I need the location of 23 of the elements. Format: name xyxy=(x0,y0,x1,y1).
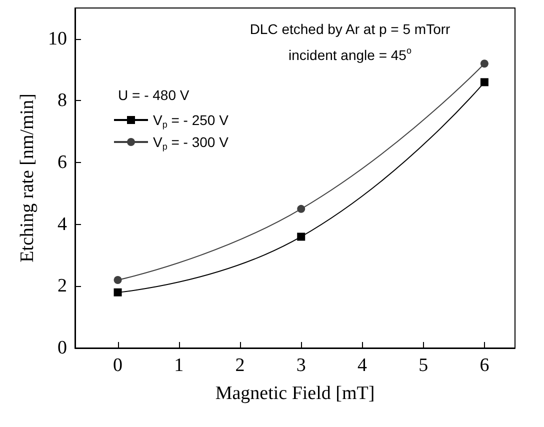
x-tick-label: 2 xyxy=(235,355,245,376)
legend-title: U = - 480 V xyxy=(118,87,190,103)
y-tick-label: 8 xyxy=(58,90,67,112)
y-tick-label: 0 xyxy=(58,338,67,358)
x-tick-label: 3 xyxy=(296,355,306,376)
x-tick-label: 1 xyxy=(174,355,184,376)
x-tick-label: 5 xyxy=(418,355,428,376)
annotation: DLC etched by Ar at p = 5 mTorr xyxy=(250,21,451,37)
y-tick-label: 2 xyxy=(58,276,67,297)
y-tick-label: 10 xyxy=(48,28,67,50)
x-tick-label: 0 xyxy=(113,355,123,376)
point xyxy=(480,60,488,68)
y-axis-title: Etching rate [nm/min] xyxy=(17,94,38,262)
point xyxy=(114,276,122,284)
point xyxy=(480,78,488,86)
y-tick-label: 4 xyxy=(58,214,68,235)
x-axis-title: Magnetic Field [mT] xyxy=(215,383,375,404)
point xyxy=(297,204,306,213)
point xyxy=(297,232,306,241)
y-tick-label: 6 xyxy=(58,152,67,174)
x-tick-label: 4 xyxy=(357,355,368,376)
point xyxy=(114,288,122,296)
x-tick-label: 6 xyxy=(480,355,490,376)
